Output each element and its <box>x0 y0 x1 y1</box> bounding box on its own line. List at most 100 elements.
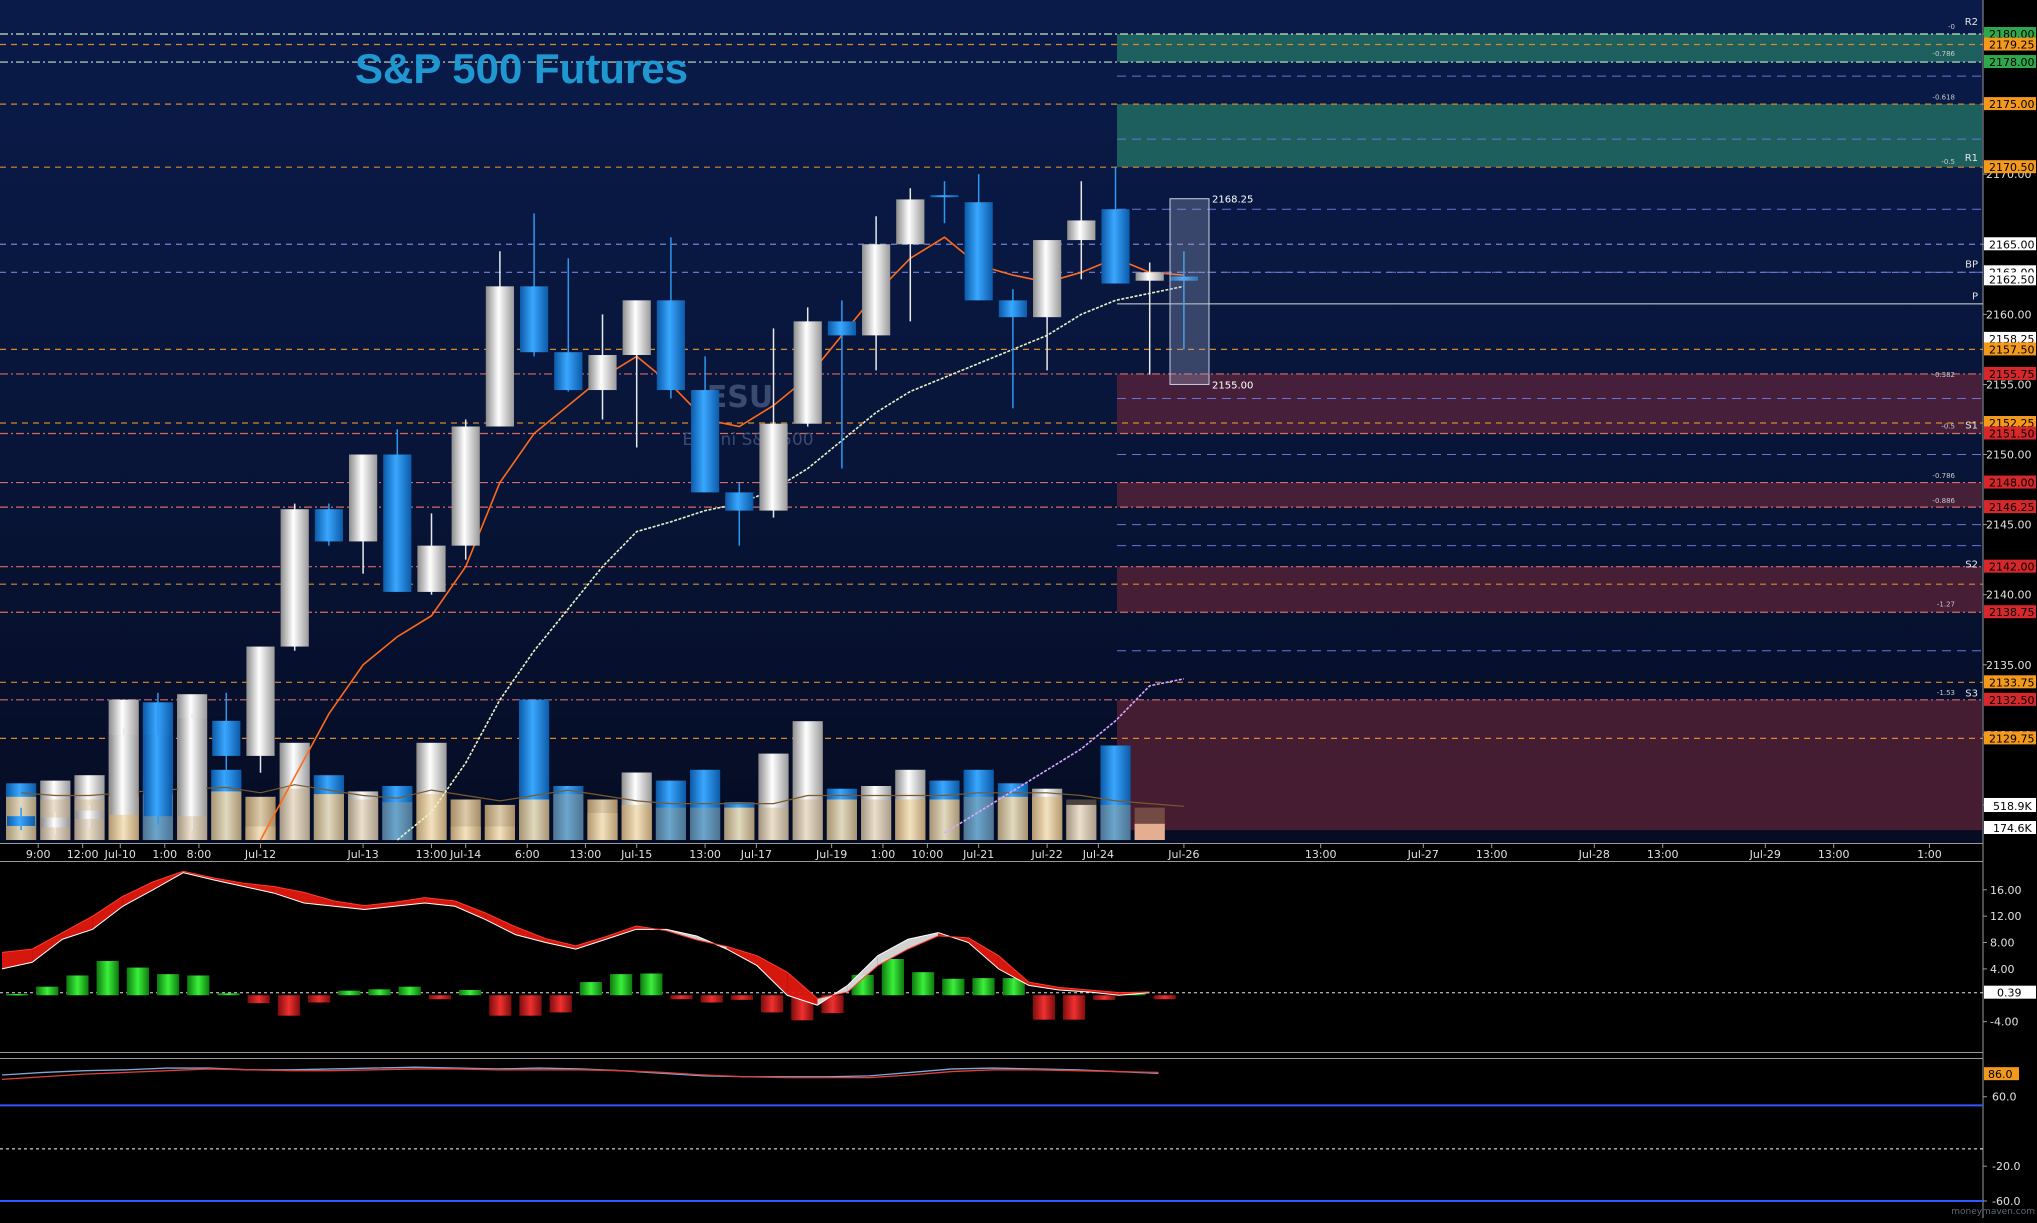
volume-average-bar <box>519 799 550 840</box>
time-tick-label: Jul-27 <box>1407 848 1439 861</box>
candle-body <box>314 509 343 542</box>
macd-histogram-bar <box>761 995 784 1013</box>
macd-histogram-bar <box>6 993 29 996</box>
macd-histogram-bar <box>126 967 149 996</box>
fib-tag: -0.886 <box>1932 497 1955 505</box>
price-level-badge-label: 2170.50 <box>1989 161 2035 174</box>
candle-body <box>349 454 378 542</box>
candle-body <box>725 492 754 511</box>
volume-average-bar <box>690 807 721 840</box>
price-tick-label: 2140.00 <box>1986 589 2032 602</box>
price-level-badge <box>1984 415 2036 429</box>
fib-tag: -0.786 <box>1932 50 1955 58</box>
time-tick-label: Jul-21 <box>962 848 994 861</box>
volume-badge-label: 174.6K <box>1993 822 2032 835</box>
price-level-badge-label: 2132.50 <box>1989 694 2035 707</box>
time-tick-label: 9:00 <box>26 848 51 861</box>
macd-cloud-segment <box>394 897 425 907</box>
price-level-badge <box>1984 160 2036 174</box>
macd-histogram-bar <box>549 995 572 1013</box>
candle-body <box>554 352 583 391</box>
projection-low-label: 2155.00 <box>1212 380 1253 391</box>
chart-title: S&P 500 Futures <box>355 45 688 92</box>
candle-body <box>691 390 720 493</box>
macd-histogram-bar <box>1032 995 1055 1020</box>
time-tick-label: 13:00 <box>570 848 602 861</box>
resistance-zone <box>1117 34 1982 63</box>
price-level-badge-label: 2165.00 <box>1989 238 2035 251</box>
macd-cloud-segment <box>1028 982 1059 990</box>
candle-body <box>1135 272 1164 281</box>
volume-badge-label: 518.9K <box>1993 800 2032 813</box>
price-level-badge-label: 2129.75 <box>1989 732 2035 745</box>
volume-average-bar <box>655 807 686 840</box>
volume-average-bar <box>792 799 823 840</box>
macd-cloud-segment <box>877 939 908 966</box>
volume-average-line <box>21 784 1184 807</box>
volume-bar <box>758 753 789 840</box>
macd-tick-label: 16.00 <box>1990 884 2022 897</box>
price-tick-label: 2150.00 <box>1986 449 2032 462</box>
volume-average-bar <box>553 794 584 840</box>
fib-tag: -0.618 <box>1932 93 1955 101</box>
price-level-badge-label: 2151.50 <box>1989 428 2035 441</box>
price-level-badge-label: 2138.75 <box>1989 606 2035 619</box>
macd-cloud-segment <box>304 892 335 907</box>
candle-body <box>896 199 925 245</box>
price-level-badge <box>1984 272 2036 286</box>
macd-cloud-segment <box>334 900 365 910</box>
macd-histogram-bar <box>1063 995 1086 1020</box>
macd-cloud-segment <box>273 886 304 903</box>
price-level-badge-label: 2162.50 <box>1989 273 2035 286</box>
time-tick-label: Jul-24 <box>1082 848 1114 861</box>
price-level-badge-label: 2148.00 <box>1989 477 2035 490</box>
macd-cloud-segment <box>424 897 455 907</box>
time-tick-label: 1:00 <box>871 848 896 861</box>
price-level-badge <box>1984 500 2036 514</box>
volume-badge <box>1984 799 2036 812</box>
time-tick-label: Jul-19 <box>815 848 847 861</box>
macd-tick-label: 12.00 <box>1990 910 2022 923</box>
macd-histogram-bar <box>187 975 210 996</box>
macd-histogram-bar <box>1153 995 1176 1000</box>
volume-average-bar <box>416 794 447 840</box>
candle-body <box>417 545 446 592</box>
oscillator-panel: 60.0 -20.0 -60.0 86.0 <box>0 1066 2020 1208</box>
candle-body <box>998 300 1027 318</box>
macd-cloud-segment <box>575 936 606 950</box>
macd-cloud-segment <box>364 902 395 910</box>
macd-histogram-bar <box>428 995 451 1000</box>
fib-tag: -0 <box>1948 23 1955 31</box>
price-axis[interactable]: 2125.002130.002135.002140.002145.002150.… <box>1983 27 2036 835</box>
macd-cloud-segment <box>243 883 274 894</box>
macd-cloud-segment <box>847 955 878 992</box>
price-level-badge <box>1984 605 2036 619</box>
macd-cloud-segment <box>968 937 999 969</box>
candle-body <box>451 426 480 546</box>
macd-histogram-bar <box>1002 978 1025 996</box>
volume-bar <box>655 780 686 840</box>
time-tick-label: Jul-29 <box>1749 848 1781 861</box>
candle-body <box>827 321 856 336</box>
macd-histogram-bar <box>489 995 512 1016</box>
candle-body <box>109 734 138 815</box>
macd-histogram-bar <box>398 986 421 996</box>
level-tag: S1 <box>1965 421 1978 432</box>
price-level-badge <box>1984 731 2036 745</box>
time-tick-label: 13:00 <box>689 848 721 861</box>
macd-histogram-bar <box>670 995 693 1000</box>
macd-histogram-bar <box>96 960 119 996</box>
macd-cloud-segment <box>545 938 576 950</box>
time-axis[interactable]: 9:00 12:00 Jul-10 1:00 8:00 Jul-12 Jul-13 13:00… <box>26 843 1942 861</box>
macd-panel: 16.00 12.00 8.00 4.00 -4.00 0.39 <box>0 870 2036 1029</box>
macd-value-badge <box>1984 985 2036 999</box>
macd-cloud-segment <box>998 955 1029 986</box>
level-tag: R1 <box>1965 153 1978 164</box>
moving-average-line <box>944 678 1185 834</box>
volume-bar <box>690 769 721 840</box>
volume-bar <box>382 786 413 840</box>
volume-average-bar <box>724 807 755 840</box>
level-tag: S3 <box>1965 688 1978 699</box>
oscillator-tick-label: -60.0 <box>1992 1195 2020 1208</box>
candle-body <box>964 202 993 301</box>
